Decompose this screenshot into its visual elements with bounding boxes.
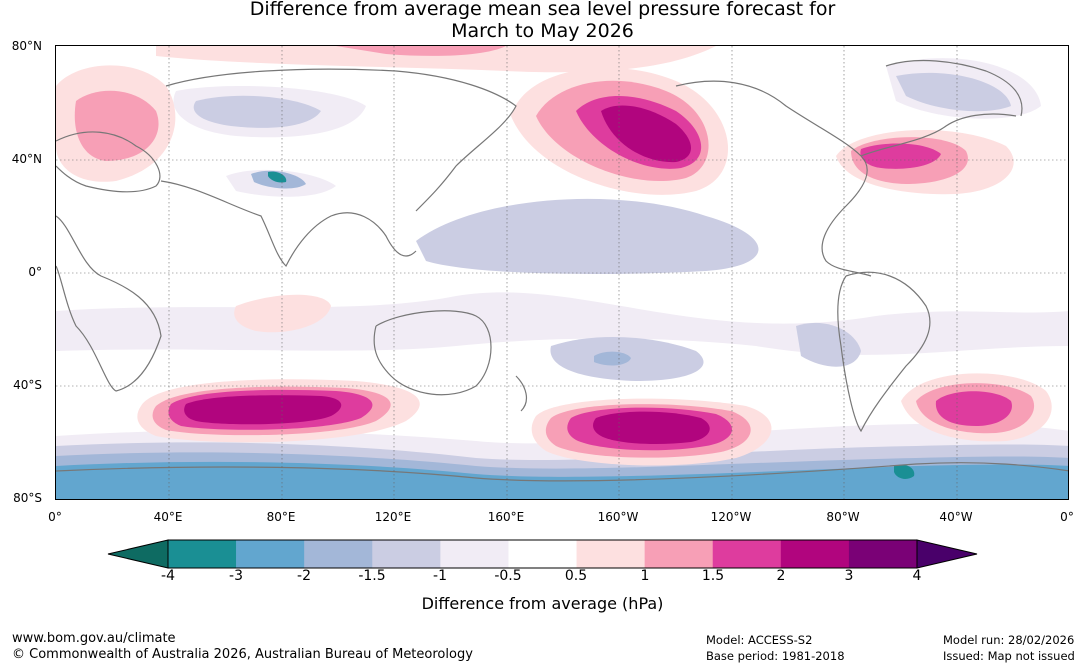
footer-base-period: Base period: 1981-2018 [706, 649, 845, 663]
colorbar-cell [440, 540, 509, 568]
colorbar-label: Difference from average (hPa) [421, 594, 664, 613]
southern-indian-high-core [184, 395, 342, 425]
australia-coast [373, 310, 492, 396]
colorbar-tick: -4 [161, 568, 175, 584]
europe-high [74, 90, 159, 161]
lon-label-40e: 40°E [153, 510, 183, 524]
colorbar-high-extend [916, 539, 978, 569]
lon-label-120e: 120°E [374, 510, 412, 524]
central-pacific-negative [416, 198, 759, 274]
footer-copyright: © Commonwealth of Australia 2026, Austra… [12, 647, 473, 662]
footer-issued: Issued: Map not issued [943, 649, 1075, 663]
lon-label-120w: 120°W [710, 510, 752, 524]
central-asia-low [193, 95, 321, 128]
south-asia-coast [160, 180, 417, 268]
colorbar-cell [780, 540, 850, 568]
north-america-west-coast [675, 80, 872, 277]
north-america-east-coast [860, 113, 1017, 157]
arctic-positive-core [336, 46, 506, 56]
colorbar-cell [576, 540, 645, 568]
footer-url: www.bom.gov.au/climate [12, 631, 176, 646]
antarctic-peninsula-low [894, 464, 915, 479]
lat-label-40s: 40°S [13, 378, 42, 392]
colorbar-tick: -1 [433, 568, 447, 584]
colorbar-tick: -0.5 [494, 568, 522, 584]
himalaya-low-core [268, 171, 287, 183]
coastlines [56, 59, 1068, 482]
pressure-anomaly-map [55, 45, 1069, 500]
south-america-coast [837, 271, 931, 433]
south-america-negative [796, 322, 861, 367]
lon-label-160w: 160°W [597, 510, 639, 524]
colorbar-tick: 2 [776, 568, 786, 584]
southern-indian-weak-high-tongue [234, 294, 331, 333]
colorbar-cell [712, 540, 782, 568]
colorbar-tick: 1 [640, 568, 650, 584]
colorbar-tick: -3 [229, 568, 243, 584]
arctic-pacific-positive [156, 46, 716, 73]
lon-label-0-left: 0° [48, 510, 62, 524]
africa-coast [56, 215, 162, 392]
footer-model: Model: ACCESS-S2 [706, 633, 813, 647]
colorbar-tick: 3 [844, 568, 854, 584]
colorbar-cell [848, 540, 918, 568]
lat-label-40n: 40°N [11, 152, 42, 166]
colorbar-low-extend [107, 539, 169, 569]
lon-label-0-right: 0° [1060, 510, 1074, 524]
lon-label-80w: 80°W [826, 510, 860, 524]
lon-label-40w: 40°W [939, 510, 973, 524]
lon-label-160e: 160°E [487, 510, 525, 524]
east-pacific-negative-core [594, 351, 631, 366]
gridlines [56, 46, 1068, 499]
lat-label-80n: 80°N [11, 39, 42, 53]
new-zealand-coast [515, 375, 528, 412]
colorbar-cell [304, 540, 373, 568]
map-canvas [56, 46, 1068, 499]
colorbar-cell [508, 540, 577, 568]
colorbar [107, 539, 978, 569]
colorbar-cell [236, 540, 305, 568]
colorbar-tick: 4 [912, 568, 922, 584]
south-atlantic-high-core [935, 391, 1012, 426]
antarctica-coast [56, 462, 1068, 482]
footer-model-run: Model run: 28/02/2026 [943, 633, 1075, 647]
lat-label-80s: 80°S [13, 491, 42, 505]
colorbar-tick: -1.5 [358, 568, 386, 584]
greenland-coast [885, 59, 1023, 117]
colorbar-cell [644, 540, 714, 568]
map-title-line-2: March to May 2026 [451, 20, 634, 42]
colorbar-cell [168, 540, 237, 568]
lat-label-equator: 0° [28, 265, 42, 279]
colorbar-tick: 1.5 [701, 568, 725, 584]
colorbar-tick: -2 [297, 568, 311, 584]
lon-label-80e: 80°E [266, 510, 296, 524]
north-asia-coast [165, 68, 517, 212]
southern-pacific-high-core [593, 411, 710, 444]
north-pacific-high-core [601, 105, 691, 163]
europe-coast [56, 131, 161, 193]
colorbar-cell [372, 540, 441, 568]
north-america-low [896, 72, 1011, 112]
colorbar-tick: 0.5 [564, 568, 588, 584]
map-title-line-1: Difference from average mean sea level p… [249, 0, 836, 20]
